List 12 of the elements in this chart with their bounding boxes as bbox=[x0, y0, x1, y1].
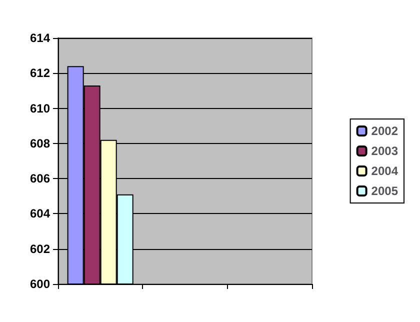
legend-label: 2005 bbox=[371, 184, 398, 198]
legend-label: 2003 bbox=[371, 144, 398, 158]
y-tick-label: 610 bbox=[30, 101, 50, 116]
legend-label: 2002 bbox=[371, 124, 398, 138]
y-tick-label: 612 bbox=[30, 66, 50, 80]
y-tick-label: 600 bbox=[30, 277, 50, 291]
y-tick-label: 614 bbox=[30, 31, 50, 45]
y-tick-label: 608 bbox=[30, 136, 50, 150]
y-tick-label: 602 bbox=[30, 242, 50, 256]
y-tick-label: 604 bbox=[30, 206, 50, 221]
y-tick-label: 606 bbox=[30, 172, 50, 186]
legend-label: 2004 bbox=[371, 164, 398, 178]
